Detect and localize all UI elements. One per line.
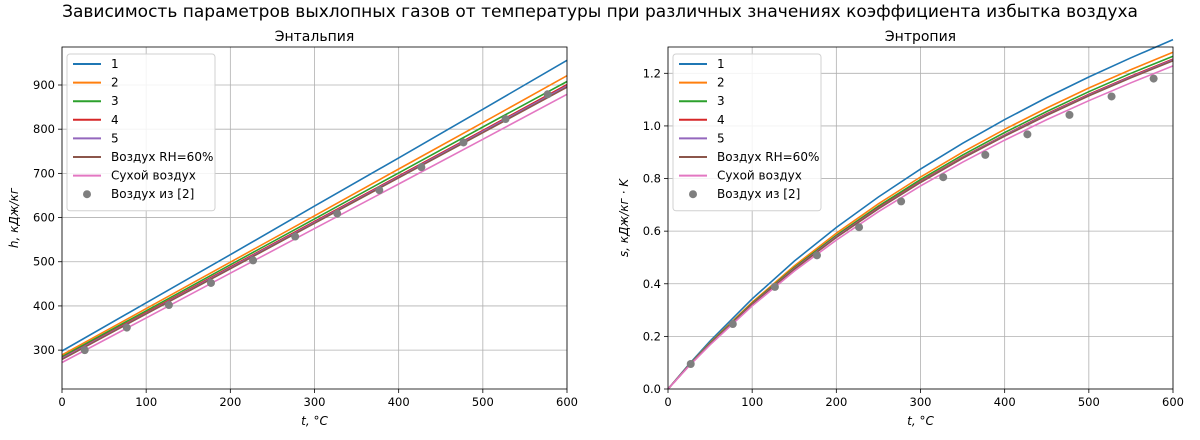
scatter-point xyxy=(686,360,695,369)
chart-title-1: Энтальпия xyxy=(275,29,355,45)
x-tick-label: 0 xyxy=(664,395,671,409)
legend-label: 4 xyxy=(111,113,119,127)
x-axis-label: t, °C xyxy=(301,414,328,428)
legend-box xyxy=(672,53,822,212)
x-tick-label: 100 xyxy=(741,395,763,409)
x-tick-label: 0 xyxy=(58,395,65,409)
legend-label: Воздух из [2] xyxy=(111,187,194,201)
figure-suptitle: Зависимость параметров выхлопных газов о… xyxy=(62,2,1138,22)
y-tick-label: 600 xyxy=(33,211,55,225)
scatter-point xyxy=(1149,74,1158,83)
scatter-point xyxy=(897,197,906,206)
x-axis-label: t, °C xyxy=(907,414,934,428)
scatter-point xyxy=(417,163,426,172)
x-tick-label: 300 xyxy=(910,395,932,409)
x-tick-label: 500 xyxy=(1078,395,1100,409)
legend-label: Сухой воздух xyxy=(717,169,802,183)
scatter-point xyxy=(249,256,258,265)
y-tick-label: 1.2 xyxy=(643,66,661,80)
x-tick-label: 100 xyxy=(135,395,157,409)
legend-label: 2 xyxy=(717,76,725,90)
series-line-2 xyxy=(61,75,568,356)
scatter-point xyxy=(855,223,864,232)
legend-label: 5 xyxy=(111,131,119,145)
y-tick-label: 400 xyxy=(33,299,55,313)
legend-label: 4 xyxy=(717,113,725,127)
legend-label: 3 xyxy=(717,94,725,108)
x-tick-label: 600 xyxy=(556,395,578,409)
legend-label: Воздух RH=60% xyxy=(111,150,213,164)
series-line-1 xyxy=(667,38,1174,390)
y-tick-label: 1.0 xyxy=(643,119,661,133)
legend-label: Воздух из [2] xyxy=(717,187,800,201)
x-tick-label: 400 xyxy=(994,395,1016,409)
x-tick-label: 500 xyxy=(472,395,494,409)
y-tick-label: 500 xyxy=(33,255,55,269)
y-tick-label: 0.0 xyxy=(643,382,661,396)
scatter-point xyxy=(459,138,468,147)
legend-label: 3 xyxy=(111,94,119,108)
legend-label: 1 xyxy=(111,57,119,71)
y-axis-label: s, кДж/кг · K xyxy=(617,178,631,257)
legend-label: 1 xyxy=(717,57,725,71)
x-tick-label: 600 xyxy=(1162,395,1184,409)
scatter-point xyxy=(206,278,215,287)
legend-swatch-Воздух из [2] xyxy=(689,190,697,199)
x-tick-label: 300 xyxy=(304,395,326,409)
scatter-point xyxy=(375,186,384,195)
y-tick-label: 700 xyxy=(33,166,55,180)
scatter-point xyxy=(543,90,552,99)
y-axis-label: h, кДж/кг xyxy=(7,187,21,248)
y-tick-label: 0.4 xyxy=(643,277,661,291)
series-line-Сухой воздух xyxy=(61,93,568,364)
scatter-point xyxy=(812,251,821,260)
legend-box xyxy=(66,53,216,212)
scatter-point xyxy=(770,282,779,291)
legend-label: Воздух RH=60% xyxy=(717,150,819,164)
series-line-Воздух RH=60% xyxy=(61,86,568,361)
x-tick-label: 200 xyxy=(219,395,241,409)
y-tick-label: 0.8 xyxy=(643,172,661,186)
y-tick-label: 0.6 xyxy=(643,224,661,238)
scatter-point xyxy=(1023,130,1032,139)
scatter-point xyxy=(291,232,300,241)
series-line-1 xyxy=(61,59,568,352)
y-tick-label: 800 xyxy=(33,122,55,136)
scatter-point xyxy=(164,301,173,310)
legend-swatch-Воздух из [2] xyxy=(83,190,91,199)
y-tick-label: 0.2 xyxy=(643,329,661,343)
x-tick-label: 200 xyxy=(825,395,847,409)
scatter-point xyxy=(981,150,990,159)
scatter-point xyxy=(1107,92,1116,101)
scatter-point xyxy=(728,320,737,329)
legend-label: 5 xyxy=(717,131,725,145)
scatter-point xyxy=(501,115,510,124)
scatter-point xyxy=(333,209,342,218)
legend-label: 2 xyxy=(111,76,119,90)
series-line-3 xyxy=(61,80,568,358)
y-tick-label: 300 xyxy=(33,343,55,357)
scatter-point xyxy=(939,173,948,182)
x-tick-label: 400 xyxy=(388,395,410,409)
chart-title-2: Энтропия xyxy=(885,29,956,45)
scatter-point xyxy=(122,323,131,332)
scatter-point xyxy=(1065,110,1074,119)
legend-label: Сухой воздух xyxy=(111,169,196,183)
scatter-point xyxy=(80,346,89,355)
y-tick-label: 900 xyxy=(33,78,55,92)
